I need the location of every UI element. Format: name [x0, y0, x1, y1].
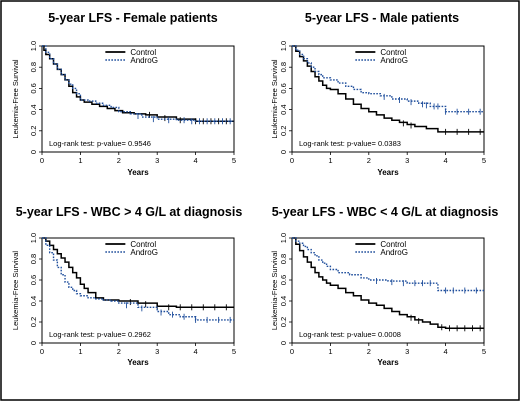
plot-frame — [41, 237, 235, 344]
y-axis-label: Leukemia-Free Survival — [11, 251, 20, 331]
y-tick-label: 1.0 — [29, 233, 38, 243]
y-axis-label: Leukemia-Free Survival — [270, 251, 279, 331]
x-tick-label: 0 — [40, 347, 44, 356]
y-tick-label: 0.8 — [29, 62, 38, 72]
x-tick-label: 2 — [367, 156, 371, 165]
x-tick-label: 0 — [40, 156, 44, 165]
y-tick-label: 0.8 — [279, 62, 288, 72]
x-axis-label: Years — [377, 168, 399, 177]
panel-title: 5-year LFS - WBC > 4 G/L at diagnosis — [16, 205, 243, 219]
x-tick-label: 1 — [328, 347, 332, 356]
series-control-line — [292, 45, 484, 133]
panel-title: 5-year LFS - Male patients — [305, 11, 459, 25]
series-androg-line — [42, 45, 234, 122]
y-tick-label: 0.6 — [29, 83, 38, 93]
panel-title: 5-year LFS - WBC < 4 G/L at diagnosis — [272, 205, 499, 219]
y-tick-label: 0.2 — [29, 126, 38, 136]
x-tick-label: 1 — [78, 156, 82, 165]
x-tick-label: 3 — [405, 156, 409, 165]
x-axis-label: Years — [127, 168, 149, 177]
y-tick-label: 0.6 — [279, 83, 288, 93]
x-axis-label: Years — [377, 358, 399, 367]
panel-wbc-low: 5-year LFS - WBC < 4 G/L at diagnosis 0 0.… — [270, 205, 498, 367]
y-tick-label: 0.4 — [279, 104, 288, 114]
y-tick-label: 0.8 — [29, 254, 38, 264]
y-tick-label: 0.4 — [29, 296, 38, 306]
p-value-annotation: Log-rank test: p-value= 0.9546 — [49, 139, 151, 148]
x-tick-label: 3 — [155, 347, 159, 356]
legend-label-control: Control — [130, 240, 156, 249]
x-tick-label: 4 — [444, 347, 448, 356]
x-tick-label: 5 — [482, 156, 486, 165]
y-tick-label: 0.8 — [279, 254, 288, 264]
panel-wbc-high: 5-year LFS - WBC > 4 G/L at diagnosis 0 0.… — [11, 205, 242, 367]
x-tick-label: 2 — [367, 347, 371, 356]
series-androg-line — [42, 237, 234, 321]
legend-label-control: Control — [130, 48, 156, 57]
x-tick-label: 5 — [232, 156, 236, 165]
x-tick-label: 1 — [328, 156, 332, 165]
x-tick-label: 1 — [78, 347, 82, 356]
p-value-annotation: Log-rank test: p-value= 0.0008 — [299, 330, 401, 339]
y-tick-label: 0.2 — [279, 317, 288, 327]
x-axis-label: Years — [127, 358, 149, 367]
legend-label-androg: AndroG — [380, 56, 408, 65]
y-axis-label: Leukemia-Free Survival — [270, 59, 279, 139]
legend-label-androg: AndroG — [130, 248, 158, 257]
x-tick-label: 5 — [482, 347, 486, 356]
x-tick-label: 2 — [117, 347, 121, 356]
y-tick-label: 1.0 — [29, 41, 38, 51]
y-tick-label: 0 — [29, 341, 38, 345]
panel-title: 5-year LFS - Female patients — [48, 11, 218, 25]
y-tick-label: 0.2 — [279, 126, 288, 136]
y-tick-label: 0.4 — [279, 296, 288, 306]
y-tick-label: 0 — [29, 150, 38, 154]
panel-male: 5-year LFS - Male patients 0 0.2 0.4 0.6 0.8 1… — [270, 11, 486, 177]
x-tick-label: 5 — [232, 347, 236, 356]
panel-female: 5-year LFS - Female patients 0 0.2 0.4 0.6 0.… — [11, 11, 236, 177]
y-axis-label: Leukemia-Free Survival — [11, 59, 20, 139]
x-tick-label: 3 — [405, 347, 409, 356]
x-tick-label: 0 — [290, 347, 294, 356]
y-tick-label: 0.6 — [29, 275, 38, 285]
y-tick-label: 0.6 — [279, 275, 288, 285]
legend-label-control: Control — [380, 48, 406, 57]
y-tick-label: 0.2 — [29, 317, 38, 327]
x-tick-label: 2 — [117, 156, 121, 165]
plot-frame — [291, 45, 485, 153]
legend-label-androg: AndroG — [380, 248, 408, 257]
series-control-line — [42, 237, 234, 309]
x-tick-label: 4 — [194, 156, 198, 165]
y-tick-label: 0 — [279, 150, 288, 154]
series-androg-line — [292, 45, 484, 113]
y-tick-label: 1.0 — [279, 233, 288, 243]
x-tick-label: 4 — [194, 347, 198, 356]
p-value-annotation: Log-rank test: p-value= 0.0383 — [299, 139, 401, 148]
plot-frame — [41, 45, 235, 153]
p-value-annotation: Log-rank test: p-value= 0.2962 — [49, 330, 151, 339]
y-tick-label: 0.4 — [29, 104, 38, 114]
x-tick-label: 4 — [444, 156, 448, 165]
x-tick-label: 0 — [290, 156, 294, 165]
x-tick-label: 3 — [155, 156, 159, 165]
y-tick-label: 1.0 — [279, 41, 288, 51]
y-tick-label: 0 — [279, 341, 288, 345]
legend-label-androg: AndroG — [130, 56, 158, 65]
legend-label-control: Control — [380, 240, 406, 249]
